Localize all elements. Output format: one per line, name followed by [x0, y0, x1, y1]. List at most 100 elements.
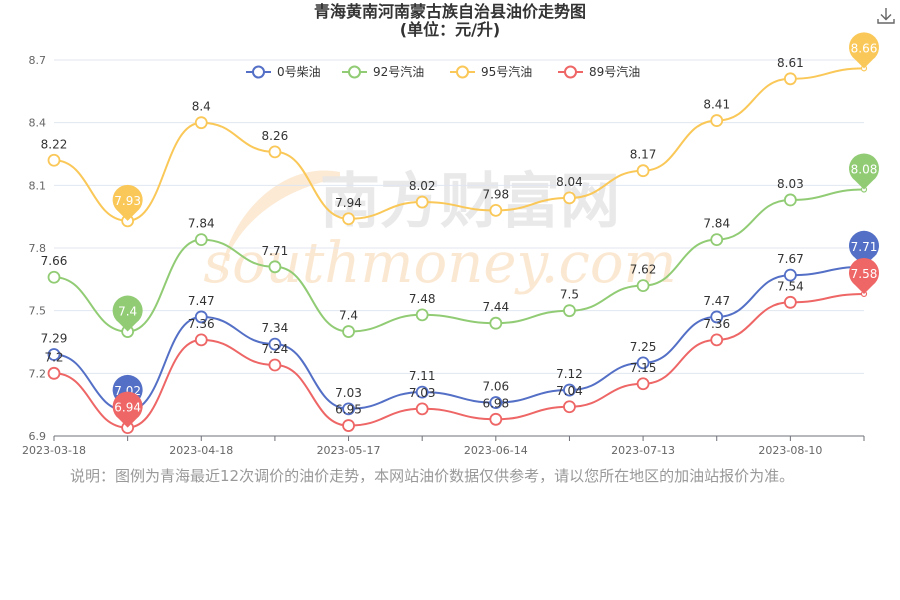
series-1-point[interactable]	[342, 325, 355, 338]
x-tick-label: 2023-07-13	[611, 444, 675, 457]
series-1-point[interactable]	[636, 279, 650, 293]
pin-value: 8.66	[851, 41, 878, 55]
series-0-point[interactable]	[268, 337, 282, 351]
x-tick-label: 2023-03-18	[22, 444, 86, 457]
series-2-point[interactable]	[636, 164, 650, 178]
series-0-point[interactable]	[489, 396, 503, 409]
series-2-point[interactable]	[783, 72, 797, 86]
pin-shape	[849, 153, 879, 190]
pin-value: 7.4	[118, 305, 137, 319]
y-tick-label: 8.1	[29, 179, 47, 192]
series-0-point[interactable]	[415, 385, 429, 399]
series-1-point[interactable]	[194, 233, 208, 247]
series-0-point[interactable]	[783, 268, 797, 282]
series-3-line	[53, 293, 865, 429]
series-3-value-label: 7.36	[188, 317, 215, 331]
series-3-point[interactable]	[710, 333, 724, 347]
series-2-point[interactable]	[415, 195, 429, 209]
series-2-point[interactable]	[194, 116, 208, 130]
series-3-value-label: 7.24	[262, 342, 289, 356]
series-0-point[interactable]	[636, 356, 650, 370]
series-3-point[interactable]	[47, 366, 61, 380]
series-1-point[interactable]	[710, 233, 724, 247]
chart-title: 青海黄南河南蒙古族自治县油价走势图	[313, 2, 586, 21]
pin-shape	[112, 295, 143, 332]
series-2-value-label: 8.22	[41, 137, 68, 151]
series-3-point[interactable]	[194, 333, 208, 347]
series-0-value-label: 7.47	[703, 294, 730, 308]
series-2-point[interactable]	[47, 153, 61, 167]
series-1-point[interactable]	[563, 304, 576, 318]
series-3-point[interactable]	[415, 402, 429, 416]
series-0-point[interactable]	[194, 310, 208, 324]
pin-shape	[849, 230, 880, 267]
y-tick-label: 8.7	[29, 54, 47, 67]
pin-value: 6.94	[114, 401, 141, 415]
legend-item-2[interactable]: 95号汽油	[450, 64, 532, 79]
series-1-point[interactable]	[415, 308, 429, 322]
series-0-value-label: 7.03	[335, 386, 362, 400]
series-2-point[interactable]	[563, 191, 576, 205]
series-3-value-label: 7.15	[630, 361, 657, 375]
series-3-point[interactable]	[783, 295, 797, 309]
series-2-value-label: 8.61	[777, 56, 804, 70]
series-2-point[interactable]	[268, 145, 282, 159]
series-3-value-label: 6.95	[335, 403, 362, 417]
series-1-value-label: 7.71	[262, 244, 289, 258]
series-1-value-label: 7.44	[482, 300, 509, 314]
legend-item-0[interactable]: 0号柴油	[246, 65, 321, 79]
series-layer	[47, 65, 868, 435]
series-0-value-label: 7.25	[630, 340, 657, 354]
pin-shape	[849, 32, 880, 69]
series-3-point[interactable]	[563, 400, 576, 414]
series-0-point[interactable]	[563, 383, 576, 397]
series-2-point[interactable]	[489, 203, 503, 217]
series-2-max-marker: 8.66	[849, 32, 880, 69]
series-3-point[interactable]	[268, 358, 282, 372]
series-1-point[interactable]	[47, 270, 61, 284]
legend[interactable]: 0号柴油 92号汽油 95号汽油 89号汽油	[246, 64, 640, 79]
series-2-point[interactable]	[710, 114, 724, 127]
series-3-value-label: 7.04	[556, 384, 583, 398]
series-2-value-label: 8.17	[630, 148, 657, 162]
series-1-value-label: 7.5	[560, 288, 579, 302]
grid-lines	[54, 59, 864, 374]
series-3-value-label: 7.36	[703, 317, 730, 331]
series-3-value-label: 7.2	[44, 350, 63, 364]
series-2-point[interactable]	[342, 212, 355, 226]
legend-item-1[interactable]: 92号汽油	[342, 64, 424, 79]
series-2-value-label: 8.02	[409, 179, 436, 193]
x-tick-label: 2023-06-14	[464, 444, 528, 457]
pin-shape	[112, 184, 143, 221]
series-0-value-label: 7.12	[556, 367, 583, 381]
series-3-point[interactable]	[489, 412, 503, 426]
series-0-value-label: 7.47	[188, 294, 215, 308]
series-3-point[interactable]	[636, 377, 650, 391]
series-0-value-label: 7.34	[262, 321, 289, 335]
series-3-value-label: 7.03	[409, 386, 436, 400]
legend-marker	[564, 65, 577, 79]
series-0-point[interactable]	[342, 402, 355, 416]
y-tick-label: 7.2	[29, 367, 47, 380]
series-1-point[interactable]	[783, 193, 797, 207]
legend-label: 92号汽油	[373, 64, 424, 79]
series-0-point[interactable]	[47, 348, 61, 361]
series-1-value-label: 7.84	[188, 217, 215, 231]
chart-note: 说明：图例为青海最近12次调价的油价走势，本网站油价数据仅供参考，请以您所在地区…	[70, 467, 795, 485]
series-2-min-marker: 7.93	[112, 184, 143, 221]
x-tick-label: 2023-04-18	[169, 444, 233, 457]
series-3-max-marker: 7.58	[849, 257, 880, 294]
y-tick-label: 7.8	[29, 242, 47, 255]
series-0-value-label: 7.67	[777, 252, 804, 266]
series-3-point[interactable]	[342, 419, 355, 432]
series-2-value-label: 7.98	[482, 187, 509, 201]
series-2-value-label: 7.94	[335, 196, 362, 210]
legend-item-3[interactable]: 89号汽油	[558, 64, 640, 79]
download-icon[interactable]	[876, 6, 896, 26]
series-1-value-label: 7.48	[409, 292, 436, 306]
pin-value: 8.08	[851, 163, 878, 177]
series-1-point[interactable]	[489, 316, 503, 330]
series-1-point[interactable]	[268, 260, 282, 274]
series-0-point[interactable]	[710, 310, 724, 324]
